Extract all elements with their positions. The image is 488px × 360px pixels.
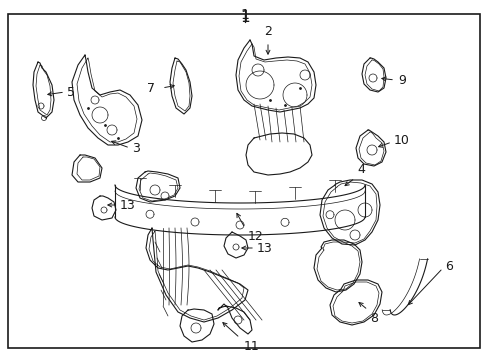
Text: 3: 3 — [132, 141, 140, 154]
Text: 1: 1 — [240, 10, 249, 25]
Text: 12: 12 — [247, 230, 263, 243]
Text: 8: 8 — [369, 312, 377, 325]
Text: 5: 5 — [67, 86, 75, 99]
Text: 7: 7 — [147, 81, 155, 95]
Text: 13: 13 — [120, 198, 136, 212]
Text: 13: 13 — [257, 242, 272, 255]
Text: 9: 9 — [397, 73, 405, 86]
Text: 1: 1 — [240, 8, 249, 22]
Text: 6: 6 — [444, 260, 452, 273]
Text: 2: 2 — [264, 25, 271, 38]
Text: 4: 4 — [356, 163, 364, 176]
Text: 11: 11 — [244, 340, 259, 353]
Text: 10: 10 — [393, 134, 409, 147]
